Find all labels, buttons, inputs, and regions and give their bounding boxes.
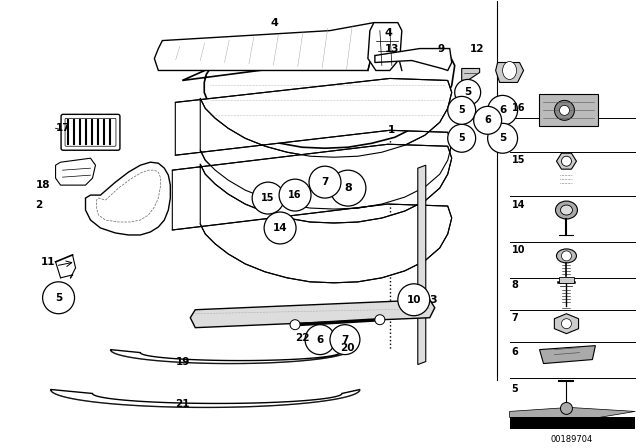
Ellipse shape bbox=[502, 61, 516, 79]
Circle shape bbox=[330, 325, 360, 355]
Text: 17: 17 bbox=[56, 123, 70, 134]
Text: 4: 4 bbox=[385, 28, 393, 38]
Polygon shape bbox=[540, 345, 595, 364]
Circle shape bbox=[398, 284, 430, 316]
Text: 6: 6 bbox=[484, 115, 491, 125]
Circle shape bbox=[561, 319, 572, 329]
Text: 16: 16 bbox=[511, 103, 525, 113]
Circle shape bbox=[561, 402, 572, 414]
Polygon shape bbox=[175, 78, 452, 209]
Polygon shape bbox=[86, 162, 170, 235]
Bar bbox=[509, 418, 636, 429]
Circle shape bbox=[448, 96, 476, 124]
Text: 8: 8 bbox=[511, 280, 518, 290]
Text: 3: 3 bbox=[430, 295, 437, 305]
Text: 7: 7 bbox=[341, 335, 349, 345]
Ellipse shape bbox=[556, 201, 577, 219]
Circle shape bbox=[279, 179, 311, 211]
Circle shape bbox=[561, 156, 572, 166]
Text: 7: 7 bbox=[321, 177, 329, 187]
Circle shape bbox=[309, 166, 341, 198]
Text: 9: 9 bbox=[438, 43, 445, 54]
Circle shape bbox=[43, 282, 74, 314]
Polygon shape bbox=[154, 23, 378, 70]
Text: 19: 19 bbox=[175, 357, 189, 366]
FancyBboxPatch shape bbox=[559, 277, 574, 283]
Circle shape bbox=[474, 106, 502, 134]
Text: 22: 22 bbox=[295, 333, 310, 343]
Text: 10: 10 bbox=[406, 295, 421, 305]
Text: 6: 6 bbox=[499, 105, 506, 115]
Polygon shape bbox=[368, 23, 402, 70]
Text: 5: 5 bbox=[499, 133, 506, 143]
Text: 15: 15 bbox=[511, 155, 525, 165]
Text: 5: 5 bbox=[464, 87, 471, 97]
Text: 15: 15 bbox=[261, 193, 275, 203]
Text: 5: 5 bbox=[511, 384, 518, 395]
Polygon shape bbox=[554, 314, 579, 334]
Circle shape bbox=[252, 182, 284, 214]
Text: 4: 4 bbox=[270, 17, 278, 28]
FancyBboxPatch shape bbox=[538, 95, 598, 126]
Polygon shape bbox=[557, 153, 577, 169]
Text: 5: 5 bbox=[55, 293, 62, 303]
Polygon shape bbox=[56, 158, 95, 185]
Polygon shape bbox=[375, 48, 452, 70]
Text: 18: 18 bbox=[36, 180, 50, 190]
Polygon shape bbox=[190, 300, 435, 327]
Circle shape bbox=[488, 123, 518, 153]
Text: 20: 20 bbox=[340, 343, 355, 353]
Text: 00189704: 00189704 bbox=[550, 435, 593, 444]
Circle shape bbox=[559, 105, 570, 115]
Polygon shape bbox=[182, 56, 454, 148]
Circle shape bbox=[305, 325, 335, 355]
Text: 8: 8 bbox=[344, 183, 352, 193]
Polygon shape bbox=[509, 407, 636, 418]
Text: 1: 1 bbox=[388, 125, 395, 135]
Polygon shape bbox=[418, 165, 426, 365]
Circle shape bbox=[488, 95, 518, 125]
Text: 5: 5 bbox=[458, 105, 465, 115]
Circle shape bbox=[375, 314, 385, 325]
Polygon shape bbox=[495, 63, 524, 82]
FancyBboxPatch shape bbox=[61, 114, 120, 150]
Circle shape bbox=[454, 79, 481, 105]
Circle shape bbox=[561, 251, 572, 261]
Polygon shape bbox=[51, 389, 360, 407]
Text: 14: 14 bbox=[273, 223, 287, 233]
Polygon shape bbox=[172, 144, 452, 283]
Circle shape bbox=[264, 212, 296, 244]
Ellipse shape bbox=[561, 205, 572, 215]
Circle shape bbox=[330, 170, 366, 206]
Text: 5: 5 bbox=[458, 133, 465, 143]
Text: 13: 13 bbox=[385, 43, 399, 54]
Text: 10: 10 bbox=[511, 245, 525, 255]
Text: 7: 7 bbox=[511, 313, 518, 323]
Circle shape bbox=[448, 124, 476, 152]
Text: 2: 2 bbox=[36, 200, 43, 210]
Text: 12: 12 bbox=[470, 43, 484, 54]
Text: 11: 11 bbox=[40, 257, 55, 267]
Text: 6: 6 bbox=[511, 347, 518, 357]
Polygon shape bbox=[461, 69, 479, 81]
Circle shape bbox=[290, 320, 300, 330]
Text: 21: 21 bbox=[175, 400, 190, 409]
Polygon shape bbox=[111, 349, 350, 364]
Text: 6: 6 bbox=[316, 335, 324, 345]
Text: 16: 16 bbox=[288, 190, 302, 200]
Text: 14: 14 bbox=[511, 200, 525, 210]
Circle shape bbox=[554, 100, 575, 121]
Ellipse shape bbox=[557, 249, 577, 263]
